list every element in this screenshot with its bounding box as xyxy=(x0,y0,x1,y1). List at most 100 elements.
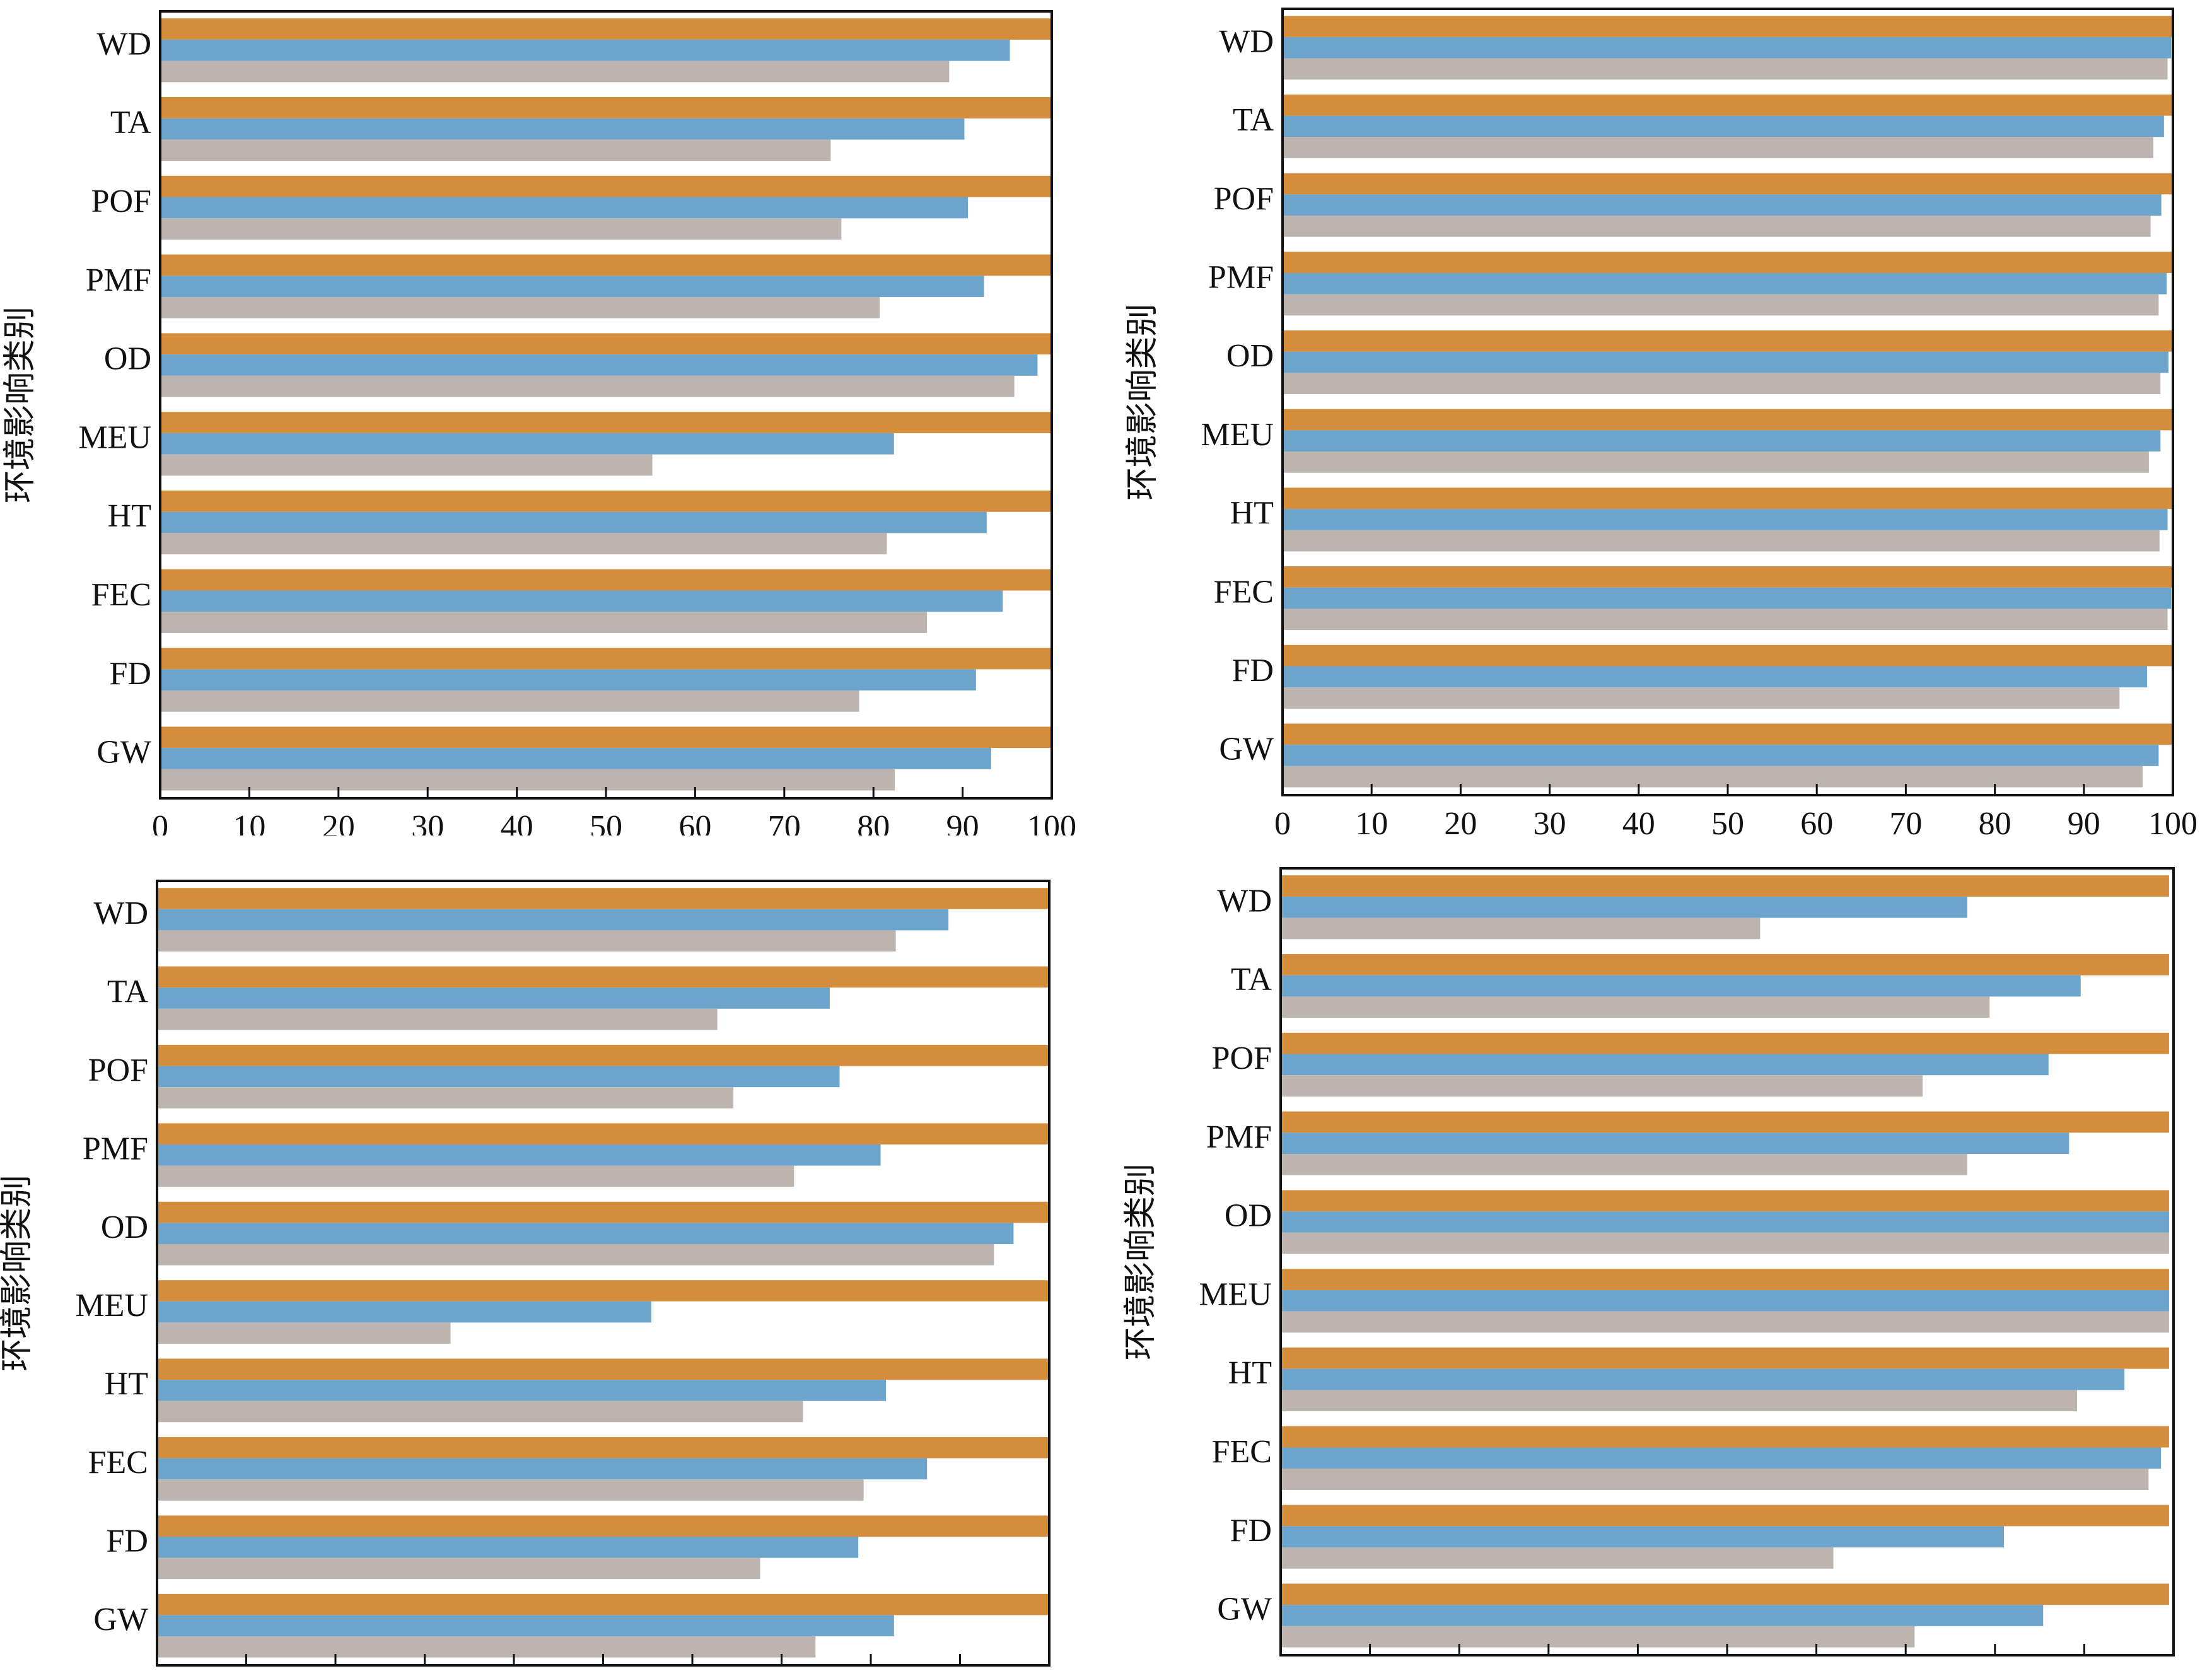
x-tick-label: 100 xyxy=(2149,1666,2198,1671)
bar-pof-series-1 xyxy=(1283,194,2162,216)
bar-od-series-0 xyxy=(157,1201,1049,1223)
y-axis-label: 环境影响类别 xyxy=(1125,303,1161,500)
x-tick-label: 100 xyxy=(1027,809,1076,836)
bar-fec-series-2 xyxy=(157,1479,864,1501)
bar-fec-series-0 xyxy=(1281,1426,2169,1448)
bar-gw-series-1 xyxy=(1281,1605,2044,1626)
bar-wd-series-2 xyxy=(160,61,950,83)
bar-ta-series-0 xyxy=(160,97,1052,119)
bar-fec-series-1 xyxy=(1281,1447,2162,1469)
bar-od-series-1 xyxy=(1283,351,2168,373)
bar-gw-series-0 xyxy=(157,1593,1049,1616)
category-label-meu: MEU xyxy=(1199,1276,1272,1312)
bar-wd-series-2 xyxy=(1283,58,2168,80)
x-tick-label: 70 xyxy=(1889,1666,1922,1671)
bar-wd-series-0 xyxy=(160,18,1052,40)
category-label-pmf: PMF xyxy=(86,262,151,298)
bar-pmf-series-2 xyxy=(1283,294,2159,316)
category-label-fd: FD xyxy=(1230,1513,1272,1549)
bar-gw-series-2 xyxy=(157,1636,816,1658)
x-tick-label: 40 xyxy=(1622,806,1655,836)
bar-od-series-1 xyxy=(1281,1211,2169,1233)
bar-ht-series-2 xyxy=(157,1400,803,1423)
category-label-ta: TA xyxy=(107,974,149,1010)
bar-pof-series-0 xyxy=(157,1044,1049,1066)
x-tick-label: 20 xyxy=(322,809,355,836)
panel-a: 0 10 20 30 40 50 60 70 80 90 100 WD TA POF PMF OD MEU HT F… xyxy=(0,0,1106,836)
bar-ta-series-1 xyxy=(160,118,965,140)
x-tick-label: 90 xyxy=(2068,1666,2100,1671)
bar-od-series-1 xyxy=(160,354,1038,376)
bar-ta-series-1 xyxy=(1281,975,2081,997)
bar-ta-series-2 xyxy=(1283,137,2153,158)
category-label-pof: POF xyxy=(88,1052,148,1088)
bar-pof-series-2 xyxy=(1281,1075,1923,1097)
category-label-wd: WD xyxy=(93,895,148,931)
bar-wd-series-2 xyxy=(1281,917,1761,940)
x-tick-label: 100 xyxy=(2148,806,2197,836)
bar-pof-series-0 xyxy=(1281,1032,2169,1054)
x-tick-label: 70 xyxy=(768,809,801,836)
bar-gw-series-2 xyxy=(1283,766,2143,788)
x-tick-label: 50 xyxy=(590,809,622,836)
x-tick-label: 80 xyxy=(1979,1666,2011,1671)
bar-fec-series-1 xyxy=(1283,587,2172,609)
bar-gw-series-0 xyxy=(1281,1583,2169,1605)
category-label-ta: TA xyxy=(1231,962,1272,998)
bar-wd-series-1 xyxy=(160,39,1010,61)
bar-meu-series-1 xyxy=(1281,1290,2169,1312)
bar-meu-series-1 xyxy=(1283,430,2161,452)
bar-ta-series-2 xyxy=(157,1008,718,1030)
bar-pmf-series-2 xyxy=(160,297,880,318)
bar-meu-series-0 xyxy=(1281,1269,2169,1290)
bar-meu-series-1 xyxy=(157,1301,651,1323)
category-label-fd: FD xyxy=(1232,653,1274,689)
x-tick-label: 20 xyxy=(1443,1666,1476,1671)
chart-b: 0 10 20 30 40 50 60 70 80 90 100 WD TA POF PMF OD MEU HT F… xyxy=(1125,8,2197,836)
category-label-gw: GW xyxy=(1217,1592,1272,1627)
x-tick-label: 90 xyxy=(2068,806,2100,836)
bar-meu-series-2 xyxy=(1281,1311,2169,1333)
category-label-gw: GW xyxy=(96,735,151,771)
bar-pmf-series-0 xyxy=(1281,1111,2169,1133)
bar-wd-series-0 xyxy=(1281,875,2169,897)
bar-ta-series-1 xyxy=(157,987,830,1009)
bar-wd-series-0 xyxy=(157,888,1049,909)
bar-pmf-series-0 xyxy=(160,254,1052,276)
bar-gw-series-1 xyxy=(157,1615,894,1636)
category-label-gw: GW xyxy=(1219,731,1274,767)
bar-pmf-series-2 xyxy=(157,1165,795,1187)
bar-gw-series-0 xyxy=(160,726,1052,748)
panel-c: 0102030405060708090100WDTAPOFPMFODMEUHTF… xyxy=(0,836,1106,1671)
bar-ht-series-1 xyxy=(157,1380,887,1401)
bar-ht-series-1 xyxy=(1281,1368,2125,1390)
x-tick-label: 20 xyxy=(1444,806,1477,836)
bar-pmf-series-0 xyxy=(157,1123,1049,1144)
category-label-wd: WD xyxy=(1219,23,1274,59)
bar-pof-series-1 xyxy=(1281,1054,2049,1076)
bar-pof-series-0 xyxy=(160,175,1052,197)
bar-meu-series-0 xyxy=(1283,409,2173,431)
x-tick-label: 50 xyxy=(1711,806,1744,836)
category-label-od: OD xyxy=(1225,1198,1272,1234)
category-label-fec: FEC xyxy=(1214,574,1274,610)
bar-fec-series-2 xyxy=(1283,608,2168,631)
x-tick-label: 70 xyxy=(1889,806,1922,836)
category-label-fec: FEC xyxy=(88,1445,148,1481)
bar-fd-series-0 xyxy=(157,1515,1049,1537)
bar-gw-series-1 xyxy=(160,748,991,769)
bar-fd-series-2 xyxy=(1281,1547,1834,1569)
x-tick-label: 0 xyxy=(1272,1666,1289,1671)
x-tick-label: 80 xyxy=(1979,806,2011,836)
category-label-ht: HT xyxy=(108,498,151,534)
category-label-wd: WD xyxy=(96,26,151,62)
category-label-fec: FEC xyxy=(91,577,151,613)
x-tick-label: 60 xyxy=(1800,806,1833,836)
plot-area xyxy=(1279,867,2175,1656)
bar-ta-series-2 xyxy=(1281,996,1990,1018)
bar-od-series-0 xyxy=(1283,330,2173,352)
bar-gw-series-2 xyxy=(1281,1626,1915,1648)
bar-meu-series-0 xyxy=(157,1280,1049,1301)
bar-fd-series-1 xyxy=(157,1536,859,1558)
bar-ht-series-0 xyxy=(157,1358,1049,1380)
